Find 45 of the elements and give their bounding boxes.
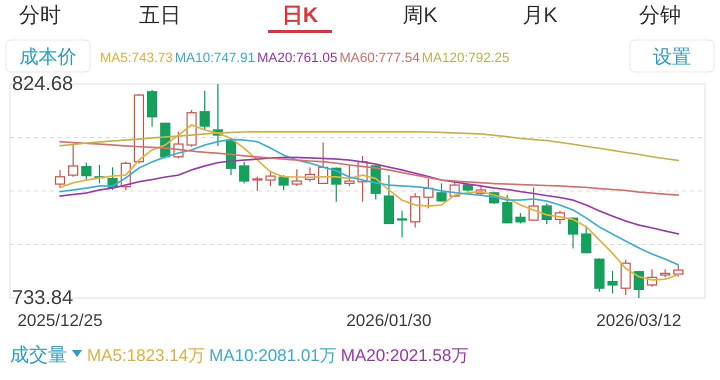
candlestick (634, 270, 644, 299)
y-tick-label: 733.84 (12, 287, 74, 309)
text: MA120:792.25 (422, 50, 510, 65)
line-series (59, 130, 680, 162)
line-series (59, 140, 680, 196)
text: MA5:743.73 (100, 50, 173, 65)
text: MA20:761.05 (257, 50, 338, 65)
candlestick (200, 90, 210, 130)
candlestick (423, 178, 434, 209)
text: MA10:747.91 (174, 50, 256, 65)
candlestick (239, 161, 250, 184)
text: 分钟 (639, 4, 681, 27)
candlestick (292, 168, 302, 187)
candlestick (344, 164, 355, 187)
text: 分时 (19, 4, 61, 27)
text: 成本价 (20, 47, 76, 68)
candlestick (81, 162, 92, 180)
text: 成交量 (10, 344, 67, 366)
text: 设置 (653, 47, 691, 68)
candlestick (673, 264, 684, 278)
x-tick-label: 2026/03/12 (596, 311, 682, 330)
candlestick (68, 144, 78, 178)
y-tick-label: 824.68 (12, 73, 74, 95)
candlestick (607, 270, 618, 294)
text: 周K (402, 4, 438, 27)
candlestick (278, 174, 289, 191)
line-series (59, 156, 680, 235)
line-series (59, 138, 680, 266)
x-tick-label: 2025/12/25 (17, 311, 103, 330)
candlestick (396, 210, 408, 238)
text: MA20:2021.58万 (340, 346, 468, 365)
x-tick-label: 2026/01/30 (346, 311, 432, 330)
candlestick (436, 182, 447, 202)
text: 五日 (139, 4, 181, 27)
candlestick (515, 212, 526, 224)
text: 日K (282, 4, 318, 27)
text: 月K (522, 4, 558, 27)
text: MA60:777.54 (339, 50, 420, 65)
text: MA10:2081.01万 (209, 346, 337, 365)
candlestick (265, 170, 276, 187)
candlestick (502, 194, 512, 224)
text: MA5:1823.14万 (87, 346, 206, 365)
candlestick (581, 225, 592, 254)
candlestick (54, 169, 66, 189)
candlestick (252, 176, 262, 192)
